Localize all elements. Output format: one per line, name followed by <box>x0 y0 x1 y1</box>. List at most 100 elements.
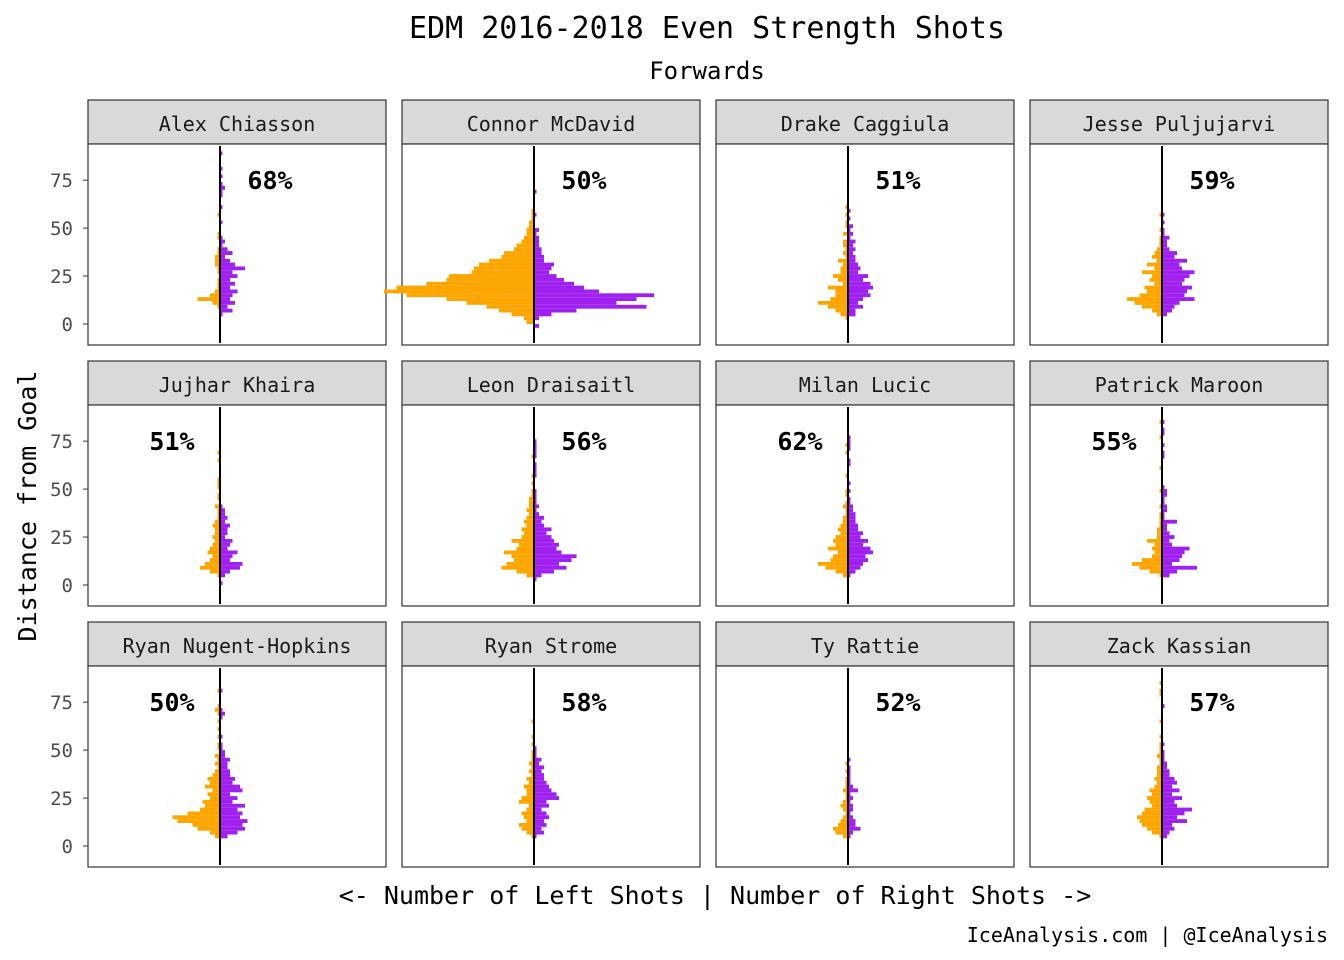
right-shots-bar <box>1162 753 1165 758</box>
right-shots-bar <box>848 300 858 305</box>
right-shots-bar <box>848 266 861 271</box>
left-shots-bar <box>1142 811 1162 816</box>
right-shots-bar <box>1162 750 1165 754</box>
right-shots-bar <box>848 243 853 248</box>
left-shots-bar <box>828 304 848 309</box>
left-shots-bar <box>531 481 534 486</box>
right-shots-bar <box>1162 427 1165 432</box>
right-shots-bar <box>534 492 537 497</box>
right-shots-bar <box>220 277 230 282</box>
right-shots-bar <box>1162 799 1175 804</box>
right-shots-bar <box>1162 822 1172 827</box>
left-shots-bar <box>501 565 534 570</box>
right-shots-bar <box>220 807 238 812</box>
left-shots-bar <box>205 784 220 789</box>
right-shots-bar <box>1162 247 1170 252</box>
left-shots-bar <box>215 769 220 774</box>
right-shots-bar <box>1162 773 1170 777</box>
left-shots-bar <box>529 761 534 766</box>
right-shots-bar <box>1162 523 1167 528</box>
left-shots-bar <box>818 561 848 566</box>
left-shots-bar <box>529 220 534 225</box>
left-shots-bar <box>207 550 220 555</box>
right-shots-bar <box>848 765 851 770</box>
right-shots-bar <box>534 830 544 835</box>
right-shots-bar <box>1162 293 1185 298</box>
right-shots-bar <box>220 519 225 524</box>
right-shots-bar <box>1162 546 1190 551</box>
facet-strip <box>401 621 701 667</box>
right-shots-bar <box>220 826 245 831</box>
right-shots-bar <box>220 834 228 839</box>
facet-drake-caggiula: Drake Caggiula 51% <box>715 99 1015 346</box>
facet-strip <box>1029 360 1329 406</box>
facet-zack-kassian: Zack Kassian 57% <box>1029 621 1329 868</box>
right-shots-bar <box>220 266 245 271</box>
left-shots-bar <box>526 231 534 236</box>
left-shots-bar <box>200 565 220 570</box>
right-shots-bar <box>220 535 225 539</box>
left-shots-bar <box>446 297 534 301</box>
right-shots-bar <box>534 446 537 451</box>
right-shots-bar <box>220 581 223 585</box>
right-shots-bar <box>220 711 225 716</box>
right-shots-bar <box>1162 826 1175 831</box>
right-shots-bar <box>1162 270 1195 275</box>
right-shots-bar <box>848 504 853 509</box>
right-shots-bar <box>534 462 537 467</box>
left-shots-bar <box>516 569 534 574</box>
right-shots-bar <box>534 811 547 816</box>
right-shots-bar <box>848 565 861 570</box>
right-shots-bar <box>1162 527 1167 532</box>
left-shots-bar <box>843 231 848 236</box>
left-shots-bar <box>210 293 220 298</box>
left-shots-bar <box>516 546 534 551</box>
right-shots-bar <box>220 504 223 509</box>
left-shots-bar <box>843 262 848 267</box>
left-shots-bar <box>1159 228 1162 232</box>
left-shots-bar <box>215 531 220 536</box>
facet-strip-label: Alex Chiasson <box>159 112 316 136</box>
right-shots-bar <box>848 481 851 486</box>
panel-background <box>87 404 387 607</box>
left-shots-bar <box>840 266 848 271</box>
right-shots-bar <box>848 235 851 240</box>
right-shots-bar <box>220 546 228 551</box>
left-shots-bar <box>504 251 534 255</box>
left-shots-bar <box>217 285 220 290</box>
left-shots-bar <box>511 312 534 317</box>
right-shots-bar <box>1162 251 1177 255</box>
left-shots-bar <box>845 489 848 493</box>
left-shots-bar <box>1152 830 1162 835</box>
right-shots-bar <box>220 300 235 305</box>
right-shots-bar <box>848 788 858 793</box>
right-shots-bar <box>1162 780 1177 785</box>
right-shots-bar <box>220 550 238 555</box>
right-shots-bar <box>534 469 537 474</box>
left-shots-bar <box>526 515 534 520</box>
right-shots-bar <box>1162 776 1175 781</box>
left-shots-bar <box>835 293 848 298</box>
left-shots-bar <box>1149 788 1162 793</box>
left-shots-bar <box>489 258 534 263</box>
left-shots-bar <box>207 792 220 797</box>
right-shots-bar <box>1162 531 1170 536</box>
left-shots-bar <box>521 239 534 244</box>
right-shots-bar <box>848 304 863 309</box>
left-shots-bar <box>384 289 534 294</box>
left-shots-bar <box>192 822 220 827</box>
right-shots-bar <box>848 803 853 808</box>
facet-strip <box>87 99 387 145</box>
left-shots-bar <box>1147 796 1162 800</box>
percent-label: 68% <box>247 166 292 195</box>
left-shots-bar <box>215 538 220 543</box>
left-shots-bar <box>207 776 220 781</box>
right-shots-bar <box>1162 769 1170 774</box>
right-shots-bar <box>220 243 223 248</box>
left-shots-bar <box>526 523 534 528</box>
left-shots-bar <box>845 254 848 259</box>
left-shots-bar <box>1139 565 1162 570</box>
left-shots-bar <box>212 788 220 793</box>
right-shots-bar <box>1162 454 1165 459</box>
left-shots-bar <box>1152 792 1162 797</box>
